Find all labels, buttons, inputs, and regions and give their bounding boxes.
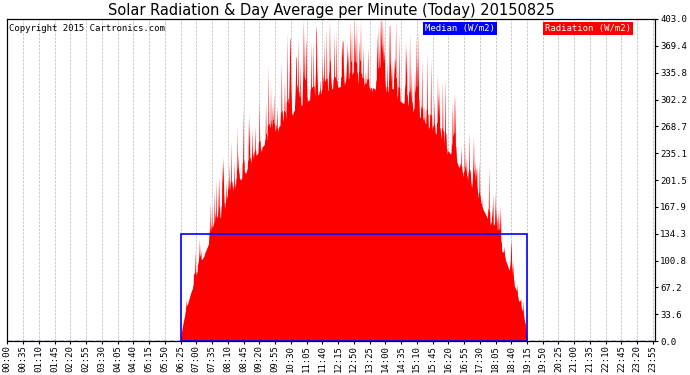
Bar	[181, 234, 527, 341]
Text: Radiation (W/m2): Radiation (W/m2)	[544, 24, 631, 33]
Title: Solar Radiation & Day Average per Minute (Today) 20150825: Solar Radiation & Day Average per Minute…	[108, 3, 554, 18]
Text: Copyright 2015 Cartronics.com: Copyright 2015 Cartronics.com	[8, 24, 164, 33]
Text: Median (W/m2): Median (W/m2)	[425, 24, 495, 33]
